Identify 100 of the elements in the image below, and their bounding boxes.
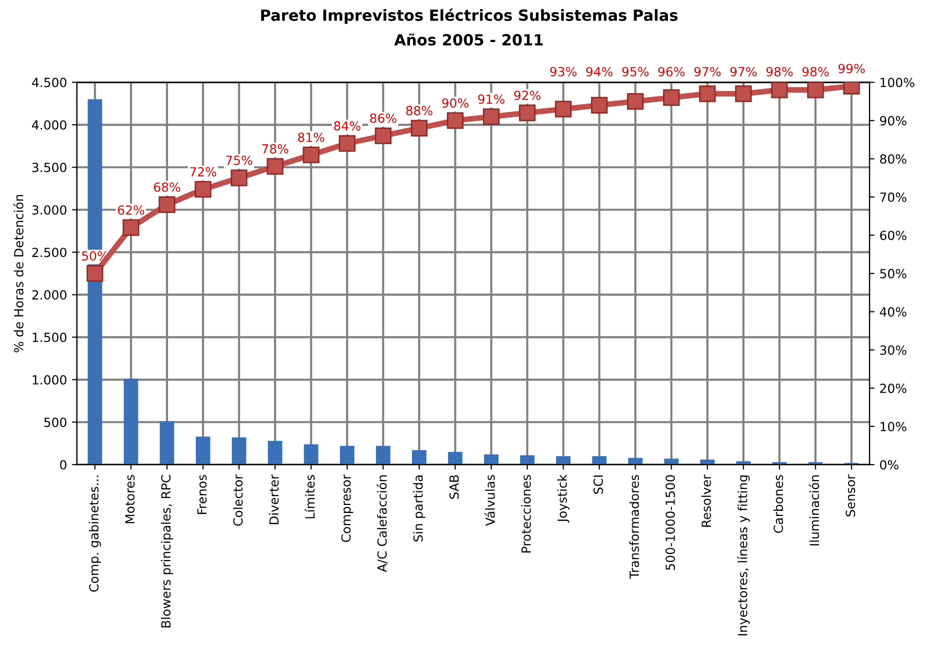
x-tick-label: Inyectores, líneas y fitting <box>737 475 750 636</box>
data-label: 96% <box>658 66 685 76</box>
point <box>194 181 212 198</box>
point <box>230 170 248 186</box>
bar <box>592 456 607 465</box>
data-label: 94% <box>586 66 613 76</box>
chart-subtitle: Años 2005 - 2011 <box>394 33 543 46</box>
y2-tick-label: 100% <box>880 78 914 88</box>
point <box>663 89 680 106</box>
x-tick-label: SAB <box>449 475 459 499</box>
data-label: 86% <box>370 114 396 123</box>
bar <box>340 446 354 465</box>
point <box>735 85 752 102</box>
data-label: 98% <box>802 66 829 76</box>
bar <box>232 437 246 465</box>
bar <box>196 436 210 465</box>
y2-tick-label: 80% <box>880 154 906 164</box>
data-label: 92% <box>514 90 540 100</box>
y-tick-label: 3.500 <box>32 162 66 172</box>
y-tick-label: 3.000 <box>32 205 66 215</box>
bar <box>124 378 138 465</box>
data-label: 93% <box>550 66 576 76</box>
data-label: 95% <box>622 66 649 76</box>
x-tick-label: Iluminación <box>808 475 820 546</box>
y-tick-label: 1.500 <box>32 332 66 342</box>
data-label: 97% <box>730 66 757 76</box>
x-tick-label: Carbones <box>773 474 784 533</box>
x-tick-label: Compresor <box>341 474 354 542</box>
data-label: 88% <box>406 106 432 116</box>
data-label: 99% <box>838 64 865 74</box>
point <box>482 108 500 126</box>
point <box>518 104 536 122</box>
data-label: 75% <box>226 156 252 166</box>
point <box>374 127 392 144</box>
x-tick-label: Diverter <box>269 474 279 524</box>
y-tick-label: 0 <box>60 460 66 470</box>
y2-tick-label: 10% <box>880 422 906 432</box>
y2-tick-label: 30% <box>880 345 906 355</box>
x-tick-label: A/C Calefacción <box>376 475 388 572</box>
point <box>122 219 140 236</box>
x-tick-label: Válvulas <box>484 474 495 526</box>
x-tick-label: Transformadores <box>629 474 639 579</box>
point <box>590 96 608 114</box>
point <box>86 265 104 282</box>
x-tick-label: Blowers principales, RPC <box>160 475 174 628</box>
data-label: 68% <box>154 182 180 192</box>
data-label: 84% <box>334 121 360 131</box>
y2-tick-label: 90% <box>880 116 906 126</box>
y-axis-title: % de Horas de Detención <box>13 194 24 352</box>
point <box>627 93 644 110</box>
data-label: 81% <box>298 132 324 142</box>
bar <box>484 454 498 465</box>
x-tick-label: Límites <box>304 474 315 518</box>
y2-tick-label: 70% <box>880 192 906 202</box>
y-tick-label: 2.500 <box>32 248 66 258</box>
x-tick-label: Joystick <box>557 474 570 523</box>
bar <box>556 456 570 465</box>
x-tick-label: 500-1000-1500 <box>666 475 675 570</box>
x-tick-label: Sensor <box>846 474 856 516</box>
chart-title: Pareto Imprevistos Eléctricos Subsistemas Palas <box>261 8 678 24</box>
x-tick-label: Frenos <box>197 474 207 514</box>
point <box>699 85 716 102</box>
data-label: 72% <box>190 167 216 177</box>
x-tick-label: Protecciones <box>521 474 531 553</box>
y2-tick-label: 20% <box>880 384 906 394</box>
point <box>554 100 572 118</box>
bar <box>268 440 282 465</box>
data-label: 98% <box>766 66 793 76</box>
point <box>446 112 464 129</box>
data-label: 97% <box>694 66 721 76</box>
point <box>302 146 320 164</box>
data-label: 62% <box>118 205 144 215</box>
x-tick-label: Resolver <box>701 474 712 527</box>
x-tick-label: Motores <box>125 474 135 524</box>
data-label: 91% <box>478 94 504 104</box>
y-tick-label: 4.000 <box>32 120 66 130</box>
point <box>338 135 356 152</box>
bar <box>160 421 174 465</box>
y2-tick-label: 0% <box>880 460 898 470</box>
y2-tick-label: 60% <box>880 230 906 240</box>
y-tick-label: 4.500 <box>32 78 66 88</box>
x-tick-label: Sin partida <box>413 475 426 542</box>
point <box>158 196 176 213</box>
point <box>410 120 428 137</box>
bar <box>520 455 534 465</box>
x-tick-label: SCI <box>593 476 603 494</box>
x-tick-label: Colector <box>232 474 243 526</box>
y-tick-label: 1.000 <box>32 375 66 385</box>
bar <box>376 446 390 465</box>
y-tick-label: 2.000 <box>32 290 66 300</box>
bar <box>448 452 462 465</box>
y-tick-label: 500 <box>44 418 66 428</box>
data-label: 90% <box>442 98 468 108</box>
point <box>771 82 788 98</box>
bar <box>664 458 679 465</box>
y2-tick-label: 40% <box>880 307 906 317</box>
bar <box>304 444 318 465</box>
data-label: 78% <box>262 144 288 154</box>
bar <box>412 450 426 465</box>
point <box>807 82 824 98</box>
